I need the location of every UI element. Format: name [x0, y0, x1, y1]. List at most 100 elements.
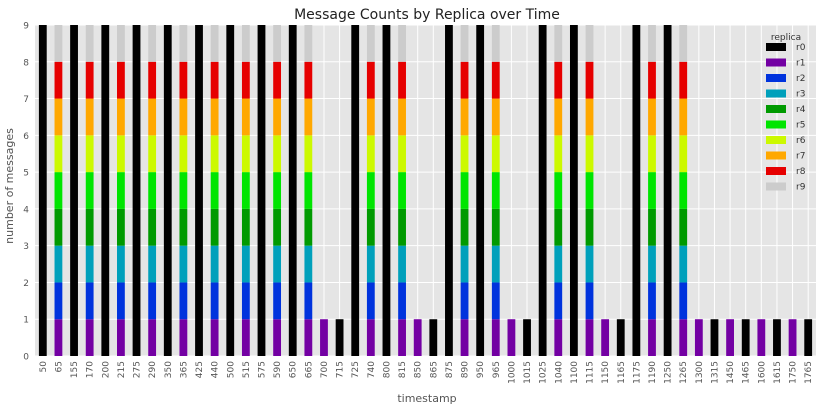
bar-segment-r5	[460, 172, 469, 209]
bar-segment-r8	[460, 61, 469, 99]
bar-segment-r6	[585, 135, 594, 173]
legend-label-r5: r5	[796, 121, 805, 131]
x-tick-label: 800	[382, 361, 392, 378]
bar-segment-r1	[85, 319, 94, 356]
bar-segment-r0	[538, 25, 547, 356]
bar-segment-r9	[491, 25, 500, 62]
bar-segment-r5	[241, 172, 250, 209]
x-tick-label: 65	[54, 361, 64, 372]
bar-segment-r0	[226, 25, 235, 356]
bar-segment-r0	[288, 25, 297, 356]
x-tick-label: 200	[101, 361, 111, 378]
bar-segment-r3	[648, 245, 656, 283]
x-tick-label: 650	[289, 361, 299, 378]
bar-segment-r7	[210, 98, 219, 136]
bar-segment-r1	[694, 319, 703, 356]
x-tick-label: 155	[70, 361, 80, 378]
bar-segment-r4	[210, 208, 219, 246]
bar-segment-r4	[179, 208, 188, 246]
bar-segment-r6	[398, 135, 406, 173]
legend-label-r1: r1	[796, 59, 805, 69]
bar-segment-r4	[54, 208, 63, 246]
bar-segment-r1	[726, 319, 734, 356]
bar-segment-r1	[273, 319, 282, 356]
x-tick-label: 590	[273, 361, 283, 378]
bar-segment-r5	[366, 172, 375, 209]
x-tick-label: 1025	[539, 361, 549, 384]
bar-segment-r3	[554, 245, 563, 283]
bar-segment-r5	[554, 172, 563, 209]
bar-segment-r0	[382, 25, 391, 356]
x-tick-label: 1600	[757, 361, 767, 384]
bar-segment-r6	[54, 135, 63, 173]
bar-segment-r6	[648, 135, 656, 173]
bar-segment-r1	[460, 319, 469, 356]
legend-label-r8: r8	[796, 167, 806, 177]
bar-segment-r9	[366, 25, 375, 62]
bar-segment-r2	[398, 282, 406, 320]
legend-label-r4: r4	[796, 105, 806, 115]
bar-segment-r0	[804, 319, 813, 356]
bar-segment-r5	[273, 172, 282, 209]
bar-segment-r2	[273, 282, 282, 320]
legend-swatch-r5	[766, 120, 786, 129]
legend-swatch-r2	[766, 74, 786, 82]
bar-segment-r9	[398, 25, 406, 62]
x-tick-label: 500	[226, 361, 236, 378]
bar-segment-r9	[241, 25, 250, 62]
bar-segment-r0	[773, 319, 781, 356]
bar-segment-r0	[195, 25, 203, 356]
x-tick-label: 875	[445, 361, 455, 378]
bar-segment-r3	[398, 245, 406, 283]
x-tick-label: 725	[351, 361, 361, 378]
bar-segment-r1	[601, 319, 610, 356]
bar-segment-r4	[679, 208, 688, 246]
x-tick-label: 1165	[617, 361, 627, 384]
bar-segment-r5	[398, 172, 406, 209]
bar-segment-r4	[460, 208, 469, 246]
legend-label-r7: r7	[796, 152, 805, 162]
y-tick-label: 0	[23, 353, 29, 363]
bar-segment-r1	[757, 319, 766, 356]
bar-segment-r8	[398, 61, 406, 99]
x-tick-label: 1315	[710, 361, 720, 384]
bar-segment-r2	[679, 282, 688, 320]
bar-segment-r1	[398, 319, 406, 356]
bar-segment-r2	[210, 282, 219, 320]
legend-swatch-r0	[766, 43, 786, 51]
bar-segment-r6	[460, 135, 469, 173]
bar-segment-r2	[148, 282, 157, 320]
bar-segment-r1	[648, 319, 656, 356]
bar-segment-r2	[54, 282, 63, 320]
bar-segment-r0	[101, 25, 110, 356]
bar-segment-r2	[460, 282, 469, 320]
bar-segment-r6	[491, 135, 500, 173]
x-tick-label: 1115	[586, 361, 596, 384]
x-tick-label: 1100	[570, 361, 580, 384]
x-tick-label: 215	[117, 361, 127, 378]
bar-segment-r9	[117, 25, 125, 62]
bar-segment-r7	[85, 98, 94, 136]
bar-segment-r9	[85, 25, 94, 62]
bar-segment-r8	[679, 61, 688, 99]
bar-segment-r1	[507, 319, 516, 356]
bar-segment-r4	[148, 208, 157, 246]
x-tick-label: 275	[133, 361, 143, 378]
bar-segment-r8	[241, 61, 250, 99]
bar-segment-r3	[54, 245, 63, 283]
legend-label-r9: r9	[796, 183, 806, 193]
bar-segment-r8	[85, 61, 94, 99]
x-tick-label: 425	[195, 361, 205, 378]
bar-segment-r8	[117, 61, 125, 99]
bar-segment-r9	[210, 25, 219, 62]
bar-segment-r5	[179, 172, 188, 209]
bar-segment-r5	[210, 172, 219, 209]
y-tick-label: 5	[23, 169, 29, 179]
bar-segment-r4	[554, 208, 563, 246]
bar-segment-r7	[273, 98, 282, 136]
bar-segment-r1	[54, 319, 63, 356]
bar-segment-r6	[679, 135, 688, 173]
bar-segment-r3	[366, 245, 375, 283]
bar-segment-r1	[679, 319, 688, 356]
